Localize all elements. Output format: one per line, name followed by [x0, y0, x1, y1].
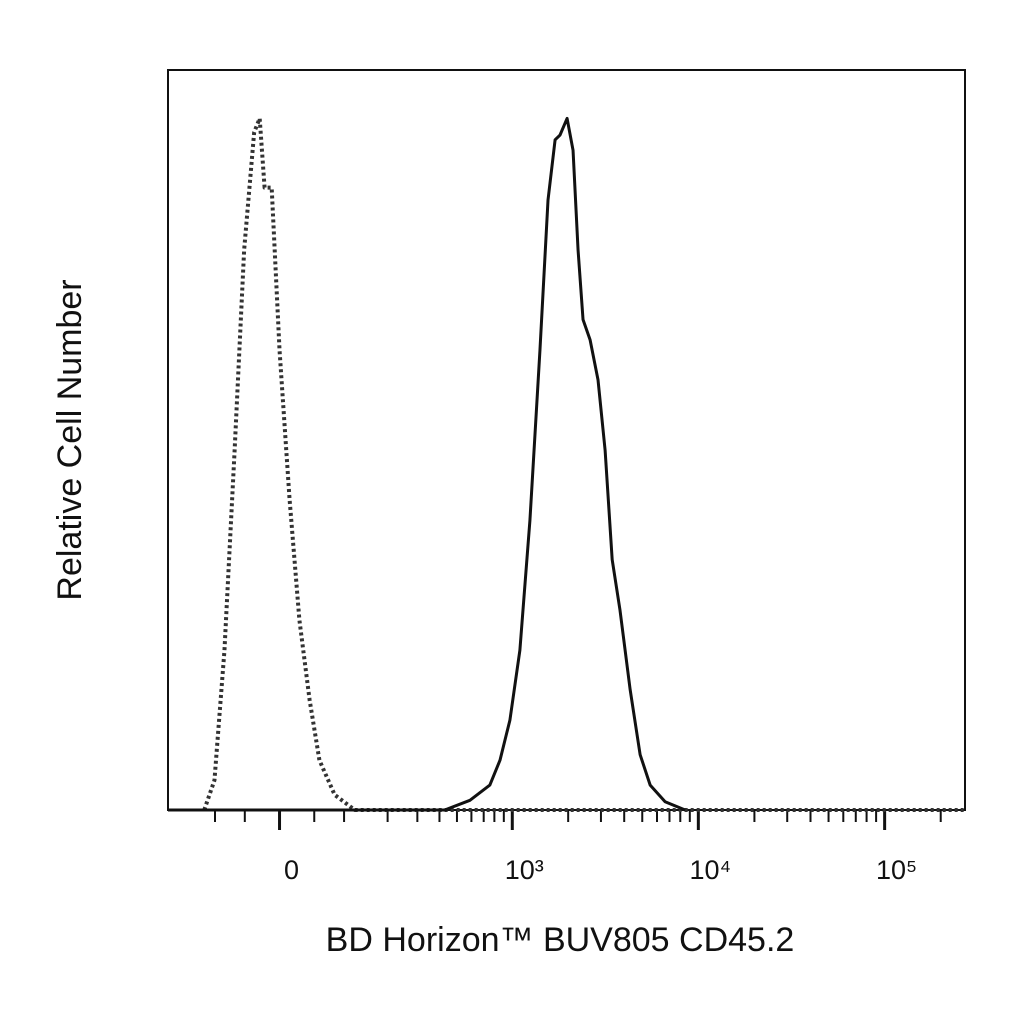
x-axis-label: BD Horizon™ BUV805 CD45.2 [326, 921, 795, 959]
x-tick-label: 10³ [505, 855, 544, 885]
histogram-line [168, 116, 686, 812]
y-axis-label: Relative Cell Number [51, 279, 89, 600]
x-tick-label: 0 [284, 855, 299, 885]
x-tick-label: 10⁴ [690, 855, 732, 885]
x-tick-label: 10⁵ [876, 855, 917, 885]
plot-frame [167, 69, 966, 811]
histogram-line [202, 116, 965, 812]
